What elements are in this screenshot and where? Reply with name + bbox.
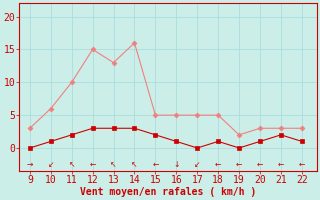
- Text: ←: ←: [236, 160, 242, 169]
- Text: ↙: ↙: [194, 160, 200, 169]
- Text: ←: ←: [89, 160, 96, 169]
- Text: →: →: [27, 160, 33, 169]
- Text: ←: ←: [215, 160, 221, 169]
- Text: ↖: ↖: [131, 160, 138, 169]
- Text: ↖: ↖: [68, 160, 75, 169]
- X-axis label: Vent moyen/en rafales ( km/h ): Vent moyen/en rafales ( km/h ): [80, 187, 256, 197]
- Text: ↙: ↙: [48, 160, 54, 169]
- Text: ↓: ↓: [173, 160, 180, 169]
- Text: ←: ←: [257, 160, 263, 169]
- Text: ←: ←: [278, 160, 284, 169]
- Text: ←: ←: [299, 160, 305, 169]
- Text: ←: ←: [152, 160, 159, 169]
- Text: ↖: ↖: [110, 160, 117, 169]
